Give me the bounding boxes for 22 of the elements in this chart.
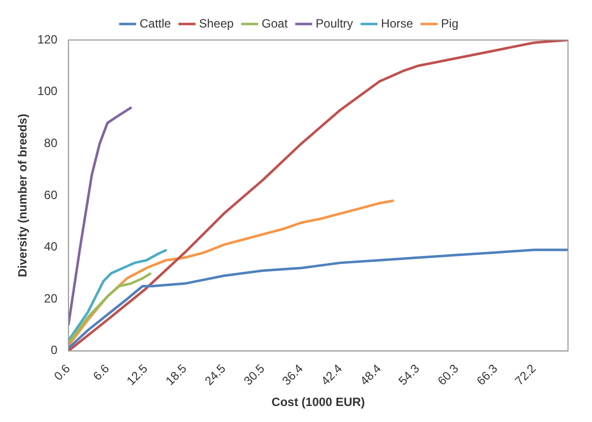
x-tick-label: 72.2 — [512, 361, 539, 388]
x-tick-label: 66.3 — [474, 361, 500, 388]
legend-label: Cattle — [140, 16, 172, 30]
legend-label: Pig — [441, 16, 458, 30]
y-axis-title: Diversity (number of breeds) — [16, 114, 30, 278]
x-tick-label: 0.6 — [51, 361, 74, 384]
y-tick-label: 40 — [44, 240, 58, 254]
x-tick-label: 60.3 — [434, 361, 462, 388]
x-tick-label: 48.4 — [357, 361, 384, 388]
legend-label: Poultry — [316, 16, 354, 30]
legend-label: Goat — [262, 16, 288, 30]
legend-label: Horse — [381, 16, 414, 30]
y-tick-label: 120 — [37, 32, 58, 46]
y-tick-label: 20 — [44, 291, 58, 306]
legend-label: Sheep — [198, 16, 234, 30]
x-tick-label: 42.4 — [318, 361, 346, 388]
y-tick-label: 0 — [50, 343, 58, 358]
y-tick-label: 100 — [37, 84, 58, 98]
x-tick-label: 6.6 — [90, 361, 112, 384]
y-tick-label: 80 — [44, 136, 58, 150]
y-tick-label: 60 — [44, 188, 58, 202]
x-axis-title: Cost (1000 EUR) — [272, 395, 365, 410]
